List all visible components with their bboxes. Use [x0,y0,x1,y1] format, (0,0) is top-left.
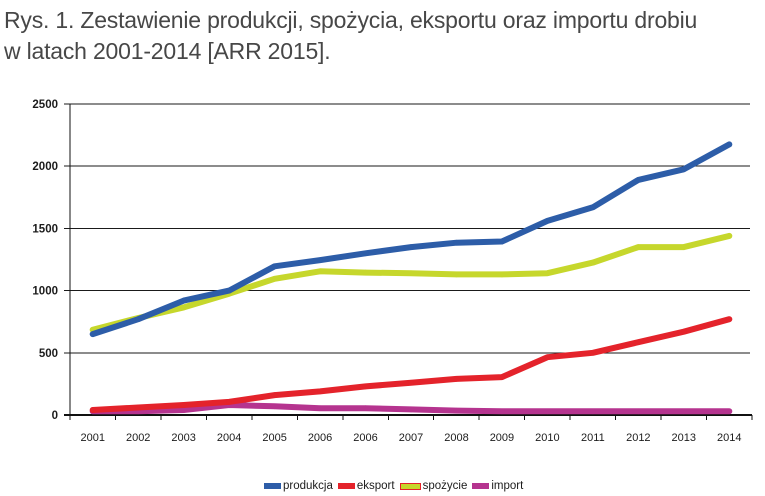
x-tick-label: 2006 [308,432,332,444]
series-spozycie [89,232,733,333]
x-tick-label: 2002 [126,432,150,444]
y-tick-label: 500 [39,348,58,360]
data-point-spozycie [408,270,414,276]
data-point-import [408,406,414,413]
legend-label-produkcja: produkcja [283,480,333,492]
data-point-eksport [681,328,687,335]
data-point-eksport [317,388,323,395]
data-point-produkcja [180,297,187,304]
data-point-produkcja [362,250,369,257]
data-point-spozycie [499,271,505,278]
data-point-eksport [453,376,460,382]
legend: produkcja eksport spożycie import [264,479,528,493]
y-tick-label: 1500 [32,223,58,235]
legend-item-import: import [472,480,523,492]
data-point-produkcja [317,257,323,263]
data-point-produkcja [544,218,551,224]
x-tick-label: 2003 [171,432,195,444]
data-point-import [590,408,596,415]
data-point-produkcja [726,141,733,148]
series [89,141,733,415]
data-point-spozycie [590,259,596,266]
data-point-spozycie [726,233,733,239]
data-point-eksport [590,350,596,356]
data-point-produkcja [635,177,642,183]
data-point-import [453,407,460,414]
legend-label-eksport: eksport [356,480,395,492]
data-point-produkcja [226,287,232,294]
data-point-eksport [544,354,551,360]
data-point-eksport [726,316,733,323]
data-point-produkcja [89,331,96,337]
data-point-eksport [362,383,369,390]
data-point-spozycie [180,304,187,311]
data-point-import [317,405,323,411]
data-point-produkcja [681,166,687,173]
data-point-spozycie [271,275,278,282]
data-point-spozycie [635,244,642,250]
gridlines [64,103,753,420]
data-point-eksport [499,374,505,380]
x-tick-label: 2007 [399,432,423,444]
data-point-produkcja [135,316,141,323]
x-tick-label: 2013 [672,432,696,444]
data-point-eksport [226,399,232,405]
x-tick-label: 2001 [80,432,104,444]
x-tick-label: 2008 [444,432,468,444]
x-tick-label: 2012 [626,432,650,444]
axis-labels: 0 500 1000 1500 2000 2500 2001 2002 2003 2004 2005… [32,99,741,444]
y-tick-label: 0 [52,410,58,422]
data-point-spozycie [681,244,687,250]
data-point-import [635,408,642,415]
data-point-eksport [89,407,96,413]
data-point-produkcja [590,204,596,211]
legend-item-spozycie: spożycie [399,480,468,492]
data-point-eksport [180,402,187,408]
data-point-import [271,403,278,410]
chart-title: Rys. 1. Zestawienie produkcji, spożycia,… [4,7,698,64]
series-line-eksport [89,316,733,413]
y-tick-label: 2000 [32,161,58,173]
data-point-import [180,407,187,413]
data-point-produkcja [271,263,278,270]
data-point-import [499,408,505,415]
data-point-produkcja [408,244,414,250]
data-point-spozycie [453,271,460,278]
x-tick-label: 2005 [262,432,286,444]
legend-item-eksport: eksport [337,480,395,492]
data-point-import [726,408,733,415]
y-tick-label: 1000 [32,286,58,298]
legend-swatch-import [472,483,490,489]
y-tick-label: 2500 [32,99,58,111]
data-point-spozycie [544,270,551,276]
data-point-eksport [635,339,642,346]
data-point-eksport [408,379,414,386]
legend-swatch-spozycie [399,482,421,490]
data-point-eksport [135,404,141,411]
series-produkcja [89,141,733,338]
x-tick-label: 2011 [581,432,605,444]
x-tick-label: 2009 [490,432,514,444]
data-point-import [362,405,369,411]
data-point-spozycie [317,268,323,275]
x-tick-label: 2006 [353,432,377,444]
legend-label-import: import [491,480,524,492]
legend-label-spozycie: spożycie [422,480,468,492]
series-eksport [89,316,733,413]
x-tick-label: 2010 [535,432,559,444]
data-point-produkcja [453,239,460,246]
data-point-import [544,408,551,415]
legend-item-produkcja: produkcja [264,480,333,492]
data-point-eksport [271,392,278,398]
axes [64,104,752,416]
data-point-spozycie [362,269,369,276]
legend-swatch-produkcja [264,483,281,489]
data-point-import [681,408,687,415]
x-tick-label: 2014 [717,432,741,444]
data-point-produkcja [499,238,505,245]
legend-swatch-eksport [337,483,355,489]
x-tick-label: 2004 [217,432,241,444]
